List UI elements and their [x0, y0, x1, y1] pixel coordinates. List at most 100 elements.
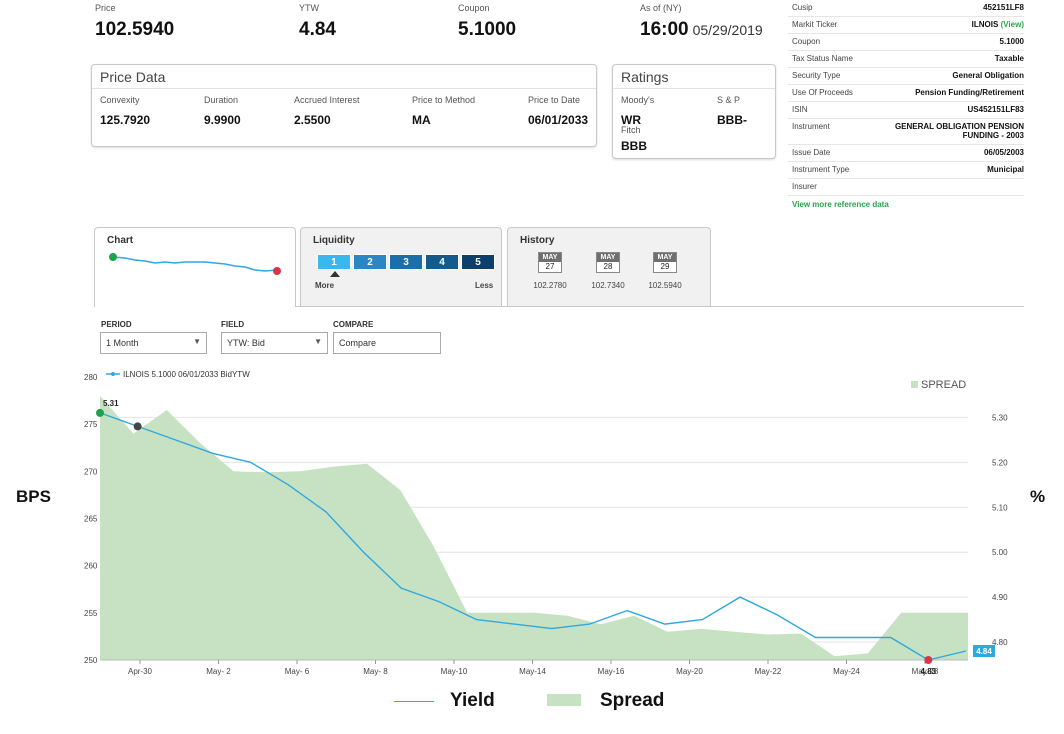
price-quote: Price 102.5940 — [95, 3, 174, 41]
reference-value: 06/05/2003 — [983, 148, 1024, 157]
spread-area — [100, 395, 968, 660]
reference-key: ISIN — [792, 105, 808, 114]
yield-legend-label: Yield — [450, 690, 495, 711]
price-to-method-label: Price to Method — [412, 95, 476, 105]
left-tick-label: 270 — [84, 467, 98, 476]
reference-value: ILNOIS — [971, 20, 999, 29]
price-to-method-field: Price to Method MA — [412, 95, 475, 127]
history-value: 102.2780 — [533, 281, 567, 290]
period-select[interactable]: 1 Month ▼ — [100, 332, 207, 354]
right-tick-label: 5.30 — [992, 413, 1008, 422]
x-tick-label: May- 2 — [206, 667, 231, 676]
coupon-value: 5.1000 — [458, 19, 517, 40]
price-label: Price — [95, 3, 116, 13]
left-tick-label: 250 — [84, 656, 98, 665]
x-tick-label: May-16 — [598, 667, 625, 676]
reference-key: Tax Status Name — [792, 54, 853, 63]
x-tick-label: May-24 — [833, 667, 860, 676]
left-tick-label: 265 — [84, 515, 98, 524]
convexity-value: 125.7920 — [100, 113, 151, 127]
yield-legend-swatch — [394, 701, 434, 702]
reference-value: US452151LF83 — [967, 105, 1024, 114]
asof-date: 05/29/2019 — [692, 22, 763, 38]
reference-row: Cusip 452151LF8 — [788, 0, 1024, 17]
liquidity-score-1[interactable]: 1 — [317, 254, 351, 270]
field-select[interactable]: YTW: Bid ▼ — [221, 332, 328, 354]
reference-key: Security Type — [792, 71, 841, 80]
duration-value: 9.9900 — [204, 113, 241, 127]
moodys-value: WR — [621, 113, 641, 127]
moodys-label: Moody's — [621, 95, 655, 105]
reference-row: Instrument Type Municipal — [788, 162, 1024, 179]
right-tick-label: 5.00 — [992, 548, 1008, 557]
ytw-value: 4.84 — [299, 19, 336, 40]
compare-input[interactable]: Compare — [333, 332, 441, 354]
reference-value: Municipal — [987, 165, 1024, 174]
price-to-date-field: Price to Date 06/01/2033 — [528, 95, 588, 127]
view-more-reference-link[interactable]: View more reference data — [792, 200, 889, 209]
ratings-panel: Ratings Moody's WR S & P BBB- Fitch BBB — [612, 64, 776, 159]
left-axis-title: BPS — [16, 487, 51, 506]
tab-chart[interactable]: Chart — [94, 227, 296, 307]
x-tick-label: Apr-30 — [128, 667, 153, 676]
liquidity-score-5[interactable]: 5 — [461, 254, 495, 270]
accrued-interest-label: Accrued Interest — [294, 95, 360, 105]
end-value-label: 4.83 — [921, 667, 937, 676]
last-value-badge — [973, 645, 995, 658]
field-label: FIELD — [221, 320, 245, 329]
reference-row: Coupon 5.1000 — [788, 34, 1024, 51]
fitch-value: BBB — [621, 139, 647, 153]
period-label: PERIOD — [101, 320, 132, 329]
tab-liquidity[interactable]: Liquidity 1 2 3 4 5 More Less — [300, 227, 502, 307]
reference-row: Use Of Proceeds Pension Funding/Retiremen… — [788, 85, 1024, 102]
right-tick-label: 5.20 — [992, 458, 1008, 467]
duration-field: Duration 9.9900 — [204, 95, 241, 127]
liquidity-score-3[interactable]: 3 — [389, 254, 423, 270]
reference-key: Insurer — [792, 182, 817, 191]
tab-history-label: History — [520, 235, 555, 246]
reference-row: Markit Ticker ILNOIS (View) — [788, 17, 1024, 34]
convexity-field: Convexity 125.7920 — [100, 95, 150, 127]
reference-key: Use Of Proceeds — [792, 88, 853, 97]
coupon-label: Coupon — [458, 3, 490, 13]
price-to-date-label: Price to Date — [528, 95, 581, 105]
ratings-title: Ratings — [621, 69, 669, 85]
reference-row: Security Type General Obligation — [788, 68, 1024, 85]
left-tick-label: 275 — [84, 420, 98, 429]
right-axis-title: % — [1030, 487, 1046, 506]
spread-legend-box — [911, 381, 918, 388]
yield-line — [99, 412, 967, 661]
fitch-label: Fitch — [621, 125, 641, 135]
yield-spread-chart: 4.80 4.90 5.00 5.10 5.20 5.30 250 255 260 265 270 2… — [84, 370, 1008, 676]
spread-legend-swatch — [547, 694, 581, 706]
sp-field: S & P BBB- — [717, 95, 747, 127]
x-tick-label: May-20 — [676, 667, 703, 676]
compare-placeholder: Compare — [339, 338, 377, 348]
ticker-view-link[interactable]: (View) — [1000, 20, 1024, 29]
sp-value: BBB- — [717, 113, 747, 127]
reference-value: Pension Funding/Retirement — [915, 88, 1024, 97]
left-tick-label: 255 — [84, 609, 98, 618]
spread-legend-text: SPREAD — [921, 379, 966, 391]
reference-row: Instrument GENERAL OBLIGATION PENSION FUN… — [788, 119, 1024, 145]
price-to-method-value: MA — [412, 113, 431, 127]
liquidity-score-2[interactable]: 2 — [353, 254, 387, 270]
right-tick-label: 5.10 — [992, 503, 1008, 512]
accrued-interest-value: 2.5500 — [294, 113, 331, 127]
tab-history[interactable]: History MAY 27 102.2780 MAY 28 102.7340 MA… — [507, 227, 711, 307]
reference-row: Issue Date 06/05/2003 — [788, 145, 1024, 162]
duration-label: Duration — [204, 95, 239, 105]
left-tick-label: 280 — [84, 373, 98, 382]
liquidity-less-label: Less — [475, 281, 494, 290]
convexity-label: Convexity — [100, 95, 140, 105]
reference-value: GENERAL OBLIGATION PENSION FUNDING - 200… — [894, 122, 1024, 140]
price-data-panel: Price Data Convexity 125.7920 Duration 9… — [91, 64, 597, 147]
reference-value: 5.1000 — [999, 37, 1024, 46]
liquidity-score-4[interactable]: 4 — [425, 254, 459, 270]
reference-data-table: Cusip 452151LF8 Markit Ticker ILNOIS (View… — [788, 0, 1024, 209]
reference-row: ISIN US452151LF83 — [788, 102, 1024, 119]
series-legend-dot — [111, 372, 115, 376]
liquidity-more-label: More — [315, 281, 335, 290]
fitch-field: Fitch BBB — [621, 125, 647, 153]
coupon-quote: Coupon 5.1000 — [458, 3, 516, 41]
